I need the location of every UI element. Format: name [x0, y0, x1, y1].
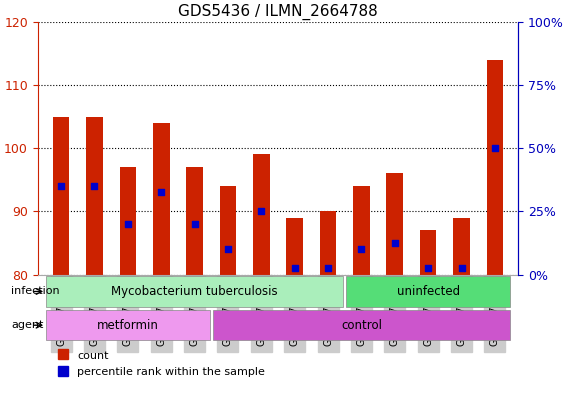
Bar — [119, 167, 136, 275]
Point — [390, 240, 399, 246]
Point — [157, 189, 166, 196]
Bar — [420, 230, 436, 275]
Point — [357, 246, 366, 252]
Title: GDS5436 / ILMN_2664788: GDS5436 / ILMN_2664788 — [178, 4, 378, 20]
Bar — [386, 173, 403, 275]
Point — [90, 183, 99, 189]
Point — [424, 265, 433, 272]
Text: control: control — [341, 319, 382, 332]
Bar — [286, 218, 303, 275]
Bar — [186, 167, 203, 275]
Bar — [353, 186, 370, 275]
Legend: count, percentile rank within the sample: count, percentile rank within the sample — [53, 345, 270, 382]
Bar — [320, 211, 336, 275]
FancyBboxPatch shape — [213, 310, 510, 340]
Point — [190, 221, 199, 227]
Point — [123, 221, 132, 227]
FancyBboxPatch shape — [346, 276, 510, 307]
Bar — [253, 154, 270, 275]
Text: agent: agent — [11, 320, 43, 330]
Bar — [220, 186, 236, 275]
Point — [457, 265, 466, 272]
Bar — [53, 117, 69, 275]
Point — [490, 145, 499, 151]
Bar — [487, 60, 503, 275]
Text: metformin: metformin — [97, 319, 159, 332]
FancyBboxPatch shape — [46, 310, 210, 340]
Bar — [153, 123, 170, 275]
Point — [57, 183, 66, 189]
Bar — [86, 117, 103, 275]
Point — [290, 265, 299, 272]
Point — [324, 265, 333, 272]
Text: uninfected: uninfected — [396, 285, 460, 298]
Bar — [453, 218, 470, 275]
FancyBboxPatch shape — [46, 276, 343, 307]
Point — [223, 246, 232, 252]
Text: infection: infection — [11, 286, 60, 296]
Point — [257, 208, 266, 215]
Text: Mycobacterium tuberculosis: Mycobacterium tuberculosis — [111, 285, 278, 298]
